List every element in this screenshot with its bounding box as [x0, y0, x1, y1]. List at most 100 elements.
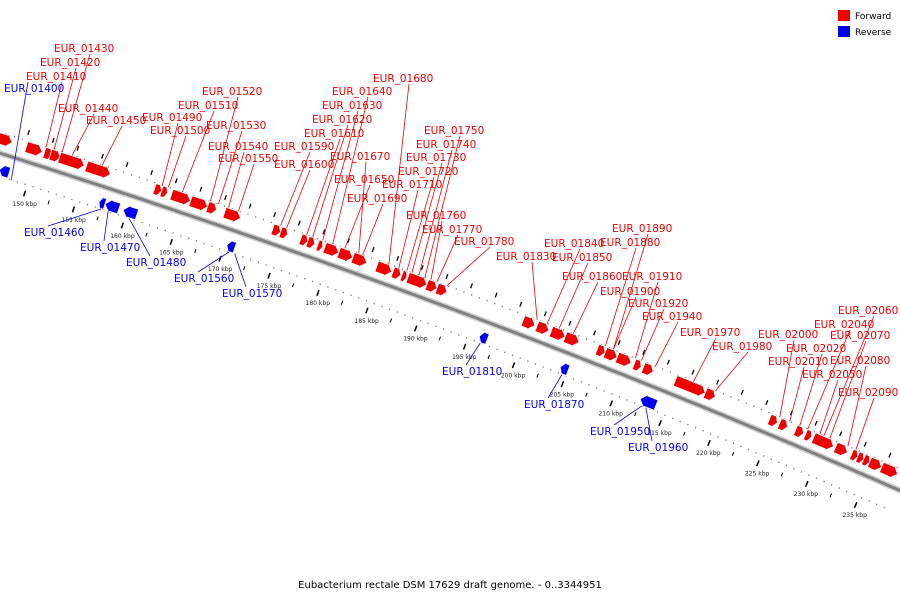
forward-gene-label[interactable]: EUR_01410: [26, 71, 86, 83]
forward-gene-label[interactable]: EUR_01980: [712, 341, 772, 353]
forward-gene-arrow[interactable]: [336, 246, 354, 263]
forward-gene-label[interactable]: EUR_01850: [552, 252, 612, 264]
forward-gene-label[interactable]: EUR_01590: [274, 141, 334, 153]
forward-gene-arrow[interactable]: [222, 206, 242, 224]
forward-gene-label[interactable]: EUR_02090: [838, 387, 898, 399]
forward-gene-arrow[interactable]: [350, 251, 368, 268]
forward-gene-label[interactable]: EUR_01490: [142, 112, 202, 124]
forward-gene-label[interactable]: EUR_02010: [768, 356, 828, 368]
forward-gene-arrow[interactable]: [305, 235, 316, 250]
forward-gene-label[interactable]: EUR_01880: [600, 237, 660, 249]
forward-gene-label[interactable]: EUR_01770: [422, 224, 482, 236]
forward-gene-label[interactable]: EUR_01450: [86, 115, 146, 127]
forward-gene-arrow[interactable]: [159, 185, 168, 200]
forward-gene-arrow[interactable]: [548, 325, 566, 342]
forward-gene-arrow[interactable]: [520, 315, 536, 331]
forward-gene-arrow[interactable]: [205, 200, 217, 216]
forward-gene-arrow[interactable]: [866, 456, 883, 472]
forward-gene-label[interactable]: EUR_01690: [347, 193, 407, 205]
forward-gene-label[interactable]: EUR_02000: [758, 329, 818, 341]
reverse-gene-label[interactable]: EUR_01480: [126, 257, 186, 269]
forward-gene-label[interactable]: EUR_01610: [304, 128, 364, 140]
forward-gene-arrow[interactable]: [405, 271, 428, 290]
forward-gene-arrow[interactable]: [631, 357, 642, 374]
forward-gene-label[interactable]: EUR_01620: [312, 114, 372, 126]
forward-gene-label[interactable]: EUR_01940: [642, 311, 702, 323]
forward-gene-label[interactable]: EUR_01780: [454, 236, 514, 248]
reverse-gene-arrow[interactable]: [0, 163, 12, 180]
reverse-gene-label[interactable]: EUR_01470: [80, 242, 140, 254]
reverse-gene-label[interactable]: EUR_01400: [4, 83, 64, 95]
forward-gene-label[interactable]: EUR_01520: [202, 86, 262, 98]
forward-gene-arrow[interactable]: [0, 132, 13, 148]
forward-gene-arrow[interactable]: [810, 432, 835, 452]
forward-gene-label[interactable]: EUR_01840: [544, 238, 604, 250]
reverse-gene-arrow[interactable]: [98, 196, 108, 210]
forward-gene-label[interactable]: EUR_01630: [322, 100, 382, 112]
forward-gene-arrow[interactable]: [702, 387, 716, 403]
forward-gene-label[interactable]: EUR_01550: [218, 153, 278, 165]
forward-gene-arrow[interactable]: [24, 141, 43, 158]
reverse-gene-label[interactable]: EUR_01570: [222, 288, 282, 300]
forward-gene-arrow[interactable]: [614, 351, 632, 368]
forward-gene-arrow[interactable]: [594, 343, 606, 359]
forward-gene-label[interactable]: EUR_01970: [680, 327, 740, 339]
forward-gene-label[interactable]: EUR_01920: [628, 298, 688, 310]
reverse-gene-label[interactable]: EUR_01870: [524, 399, 584, 411]
forward-gene-label[interactable]: EUR_01420: [40, 57, 100, 69]
forward-gene-arrow[interactable]: [424, 278, 438, 294]
forward-gene-arrow[interactable]: [792, 424, 804, 440]
forward-gene-arrow[interactable]: [848, 448, 859, 463]
reverse-gene-arrow[interactable]: [639, 393, 659, 411]
forward-gene-label[interactable]: EUR_01500: [150, 125, 210, 137]
forward-gene-label[interactable]: EUR_01440: [58, 103, 118, 115]
forward-gene-arrow[interactable]: [534, 320, 550, 336]
forward-gene-label[interactable]: EUR_02050: [802, 369, 862, 381]
forward-gene-label[interactable]: EUR_01860: [562, 271, 622, 283]
forward-gene-arrow[interactable]: [878, 461, 899, 479]
forward-gene-arrow[interactable]: [278, 226, 289, 241]
forward-gene-arrow[interactable]: [832, 441, 849, 458]
forward-gene-arrow[interactable]: [57, 151, 85, 172]
forward-gene-label[interactable]: EUR_01670: [330, 151, 390, 163]
forward-gene-arrow[interactable]: [860, 453, 871, 468]
forward-gene-arrow[interactable]: [390, 265, 402, 282]
forward-gene-label[interactable]: EUR_01640: [332, 86, 392, 98]
reverse-gene-arrow[interactable]: [226, 238, 238, 255]
forward-gene-arrow[interactable]: [802, 428, 812, 443]
forward-gene-label[interactable]: EUR_01830: [496, 251, 556, 263]
reverse-gene-label[interactable]: EUR_01560: [174, 273, 234, 285]
forward-gene-label[interactable]: EUR_01750: [424, 125, 484, 137]
forward-gene-label[interactable]: EUR_01900: [600, 286, 660, 298]
forward-gene-arrow[interactable]: [776, 417, 788, 433]
forward-gene-label[interactable]: EUR_01760: [406, 210, 466, 222]
forward-gene-label[interactable]: EUR_01740: [416, 139, 476, 151]
forward-gene-label[interactable]: EUR_01430: [54, 43, 114, 55]
forward-gene-label[interactable]: EUR_01720: [398, 166, 458, 178]
forward-gene-label[interactable]: EUR_02060: [838, 305, 898, 317]
forward-gene-arrow[interactable]: [399, 269, 408, 284]
forward-gene-label[interactable]: EUR_01680: [373, 73, 433, 85]
forward-gene-arrow[interactable]: [322, 241, 340, 258]
forward-gene-label[interactable]: EUR_01910: [622, 271, 682, 283]
forward-gene-arrow[interactable]: [169, 188, 192, 207]
forward-gene-arrow[interactable]: [298, 233, 309, 248]
forward-gene-arrow[interactable]: [84, 160, 111, 180]
forward-gene-label[interactable]: EUR_01540: [208, 141, 268, 153]
reverse-gene-arrow[interactable]: [478, 330, 490, 346]
forward-gene-arrow[interactable]: [434, 282, 448, 298]
forward-gene-label[interactable]: EUR_01730: [406, 152, 466, 164]
forward-gene-arrow[interactable]: [374, 260, 393, 277]
forward-gene-arrow[interactable]: [152, 183, 162, 197]
reverse-gene-label[interactable]: EUR_01810: [442, 366, 502, 378]
reverse-gene-arrow[interactable]: [559, 361, 571, 377]
forward-gene-arrow[interactable]: [48, 148, 61, 164]
forward-gene-label[interactable]: EUR_02070: [830, 330, 890, 342]
forward-gene-label[interactable]: EUR_01650: [334, 174, 394, 186]
reverse-gene-label[interactable]: EUR_01960: [628, 442, 688, 454]
forward-gene-arrow[interactable]: [640, 362, 654, 378]
forward-gene-label[interactable]: EUR_02020: [786, 343, 846, 355]
forward-gene-arrow[interactable]: [602, 346, 618, 363]
forward-gene-label[interactable]: EUR_01890: [612, 223, 672, 235]
forward-gene-arrow[interactable]: [315, 239, 324, 253]
